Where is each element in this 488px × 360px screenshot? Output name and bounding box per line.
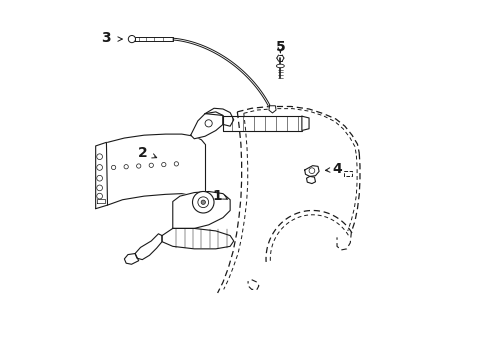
Polygon shape — [304, 166, 319, 176]
Circle shape — [192, 192, 214, 213]
Circle shape — [97, 175, 102, 181]
Circle shape — [128, 36, 135, 42]
Circle shape — [97, 165, 102, 170]
Circle shape — [97, 185, 102, 191]
Circle shape — [204, 120, 212, 127]
Polygon shape — [204, 108, 233, 126]
Polygon shape — [135, 234, 162, 260]
Circle shape — [308, 168, 314, 174]
Polygon shape — [172, 192, 230, 228]
Polygon shape — [97, 199, 105, 203]
Circle shape — [198, 197, 208, 208]
Text: 3: 3 — [102, 31, 111, 45]
Text: 4: 4 — [332, 162, 342, 176]
Ellipse shape — [276, 64, 284, 68]
Polygon shape — [306, 176, 315, 184]
Polygon shape — [190, 112, 223, 139]
Text: 2: 2 — [137, 146, 147, 160]
Polygon shape — [301, 116, 308, 131]
Polygon shape — [135, 37, 172, 41]
Circle shape — [201, 200, 205, 204]
Text: 1: 1 — [212, 189, 222, 203]
Polygon shape — [162, 228, 233, 249]
Polygon shape — [96, 142, 107, 209]
Circle shape — [97, 154, 102, 159]
Circle shape — [97, 193, 102, 199]
Polygon shape — [223, 116, 301, 131]
Polygon shape — [268, 106, 276, 113]
Polygon shape — [124, 253, 139, 264]
Text: 5: 5 — [275, 40, 285, 54]
